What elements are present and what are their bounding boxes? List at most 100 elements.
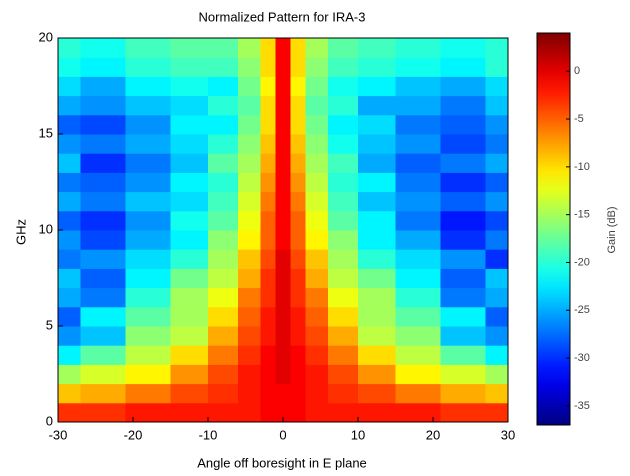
- heatmap-cell: [58, 402, 81, 423]
- heatmap-cell: [58, 249, 81, 269]
- heatmap-cell: [260, 402, 276, 423]
- heatmap-cell: [485, 268, 509, 289]
- heatmap-cell: [80, 210, 126, 231]
- heatmap-cell: [440, 402, 486, 423]
- colorbar-tick-label: -35: [574, 400, 590, 412]
- heatmap-cell: [395, 210, 441, 231]
- heatmap-cell: [395, 191, 441, 212]
- heatmap-cell: [125, 172, 171, 193]
- heatmap-cell: [125, 383, 171, 404]
- heatmap-cell: [80, 153, 126, 173]
- heatmap-cell: [290, 249, 306, 269]
- colorbar-tick-label: 0: [574, 65, 580, 77]
- heatmap-cell: [485, 345, 509, 365]
- x-tick-label: 30: [501, 427, 515, 442]
- heatmap-cell: [275, 57, 291, 77]
- heatmap-cell: [275, 95, 291, 116]
- heatmap-cell: [58, 114, 81, 135]
- heatmap-cell: [260, 57, 276, 77]
- heatmap-cell: [485, 364, 509, 385]
- heatmap-cell: [260, 345, 276, 365]
- colorbar-tick-label: -10: [574, 161, 590, 173]
- heatmap-cell: [328, 191, 359, 212]
- heatmap-cell: [305, 210, 329, 231]
- heatmap-cell: [440, 306, 486, 327]
- heatmap-cell: [260, 249, 276, 269]
- heatmap-cell: [80, 287, 126, 308]
- x-tick-label: -10: [199, 427, 218, 442]
- heatmap-cell: [260, 383, 276, 404]
- heatmap-cell: [305, 326, 329, 346]
- heatmap-cell: [238, 172, 261, 193]
- heatmap-cell: [485, 114, 509, 135]
- heatmap-cell: [395, 95, 441, 116]
- heatmap-cell: [125, 249, 171, 269]
- heatmap-cell: [238, 383, 261, 404]
- heatmap-cell: [125, 153, 171, 173]
- heatmap-cell: [125, 268, 171, 289]
- heatmap-cell: [208, 230, 239, 250]
- heatmap-cell: [275, 287, 291, 308]
- heatmap-cell: [440, 364, 486, 385]
- heatmap-cell: [358, 326, 396, 346]
- heatmap-cell: [290, 153, 306, 173]
- heatmap-cell: [58, 57, 81, 77]
- x-axis-label: Angle off boresight in E plane: [197, 455, 367, 470]
- heatmap-cell: [170, 95, 209, 116]
- heatmap-cell: [305, 57, 329, 77]
- heatmap-cell: [125, 114, 171, 135]
- heatmap-cell: [238, 38, 261, 58]
- heatmap-cell: [290, 268, 306, 289]
- heatmap-cell: [238, 153, 261, 173]
- heatmap: [58, 38, 509, 423]
- colorbar-tick-label: -25: [574, 304, 590, 316]
- heatmap-cell: [358, 57, 396, 77]
- heatmap-cell: [358, 345, 396, 365]
- heatmap-cell: [58, 38, 81, 58]
- colorbar: [536, 32, 571, 426]
- heatmap-cell: [275, 114, 291, 135]
- heatmap-cell: [80, 383, 126, 404]
- heatmap-cell: [58, 383, 81, 404]
- colorbar-tick-label: -15: [574, 209, 590, 221]
- heatmap-cell: [125, 210, 171, 231]
- heatmap-cell: [58, 172, 81, 193]
- heatmap-cell: [358, 383, 396, 404]
- heatmap-cell: [170, 306, 209, 327]
- heatmap-cell: [170, 76, 209, 97]
- heatmap-cell: [358, 95, 396, 116]
- heatmap-cell: [58, 95, 81, 116]
- heatmap-cell: [170, 326, 209, 346]
- heatmap-cell: [170, 172, 209, 193]
- heatmap-cell: [305, 134, 329, 154]
- heatmap-cell: [80, 57, 126, 77]
- heatmap-cell: [305, 364, 329, 385]
- heatmap-cell: [275, 172, 291, 193]
- heatmap-cell: [80, 230, 126, 250]
- heatmap-cell: [358, 76, 396, 97]
- heatmap-cell: [125, 76, 171, 97]
- heatmap-cell: [80, 249, 126, 269]
- heatmap-cell: [290, 210, 306, 231]
- heatmap-cell: [260, 268, 276, 289]
- heatmap-cell: [328, 364, 359, 385]
- heatmap-cell: [328, 76, 359, 97]
- heatmap-cell: [440, 172, 486, 193]
- heatmap-cell: [358, 114, 396, 135]
- heatmap-cell: [440, 230, 486, 250]
- heatmap-cell: [358, 306, 396, 327]
- heatmap-cell: [395, 287, 441, 308]
- heatmap-cell: [440, 38, 486, 58]
- heatmap-cell: [58, 326, 81, 346]
- heatmap-cell: [440, 383, 486, 404]
- heatmap-cell: [208, 191, 239, 212]
- heatmap-cell: [125, 364, 171, 385]
- heatmap-cell: [395, 134, 441, 154]
- heatmap-cell: [275, 383, 291, 404]
- heatmap-cell: [208, 57, 239, 77]
- heatmap-cell: [290, 191, 306, 212]
- heatmap-cell: [485, 57, 509, 77]
- heatmap-cell: [440, 191, 486, 212]
- heatmap-cell: [305, 114, 329, 135]
- heatmap-cell: [485, 326, 509, 346]
